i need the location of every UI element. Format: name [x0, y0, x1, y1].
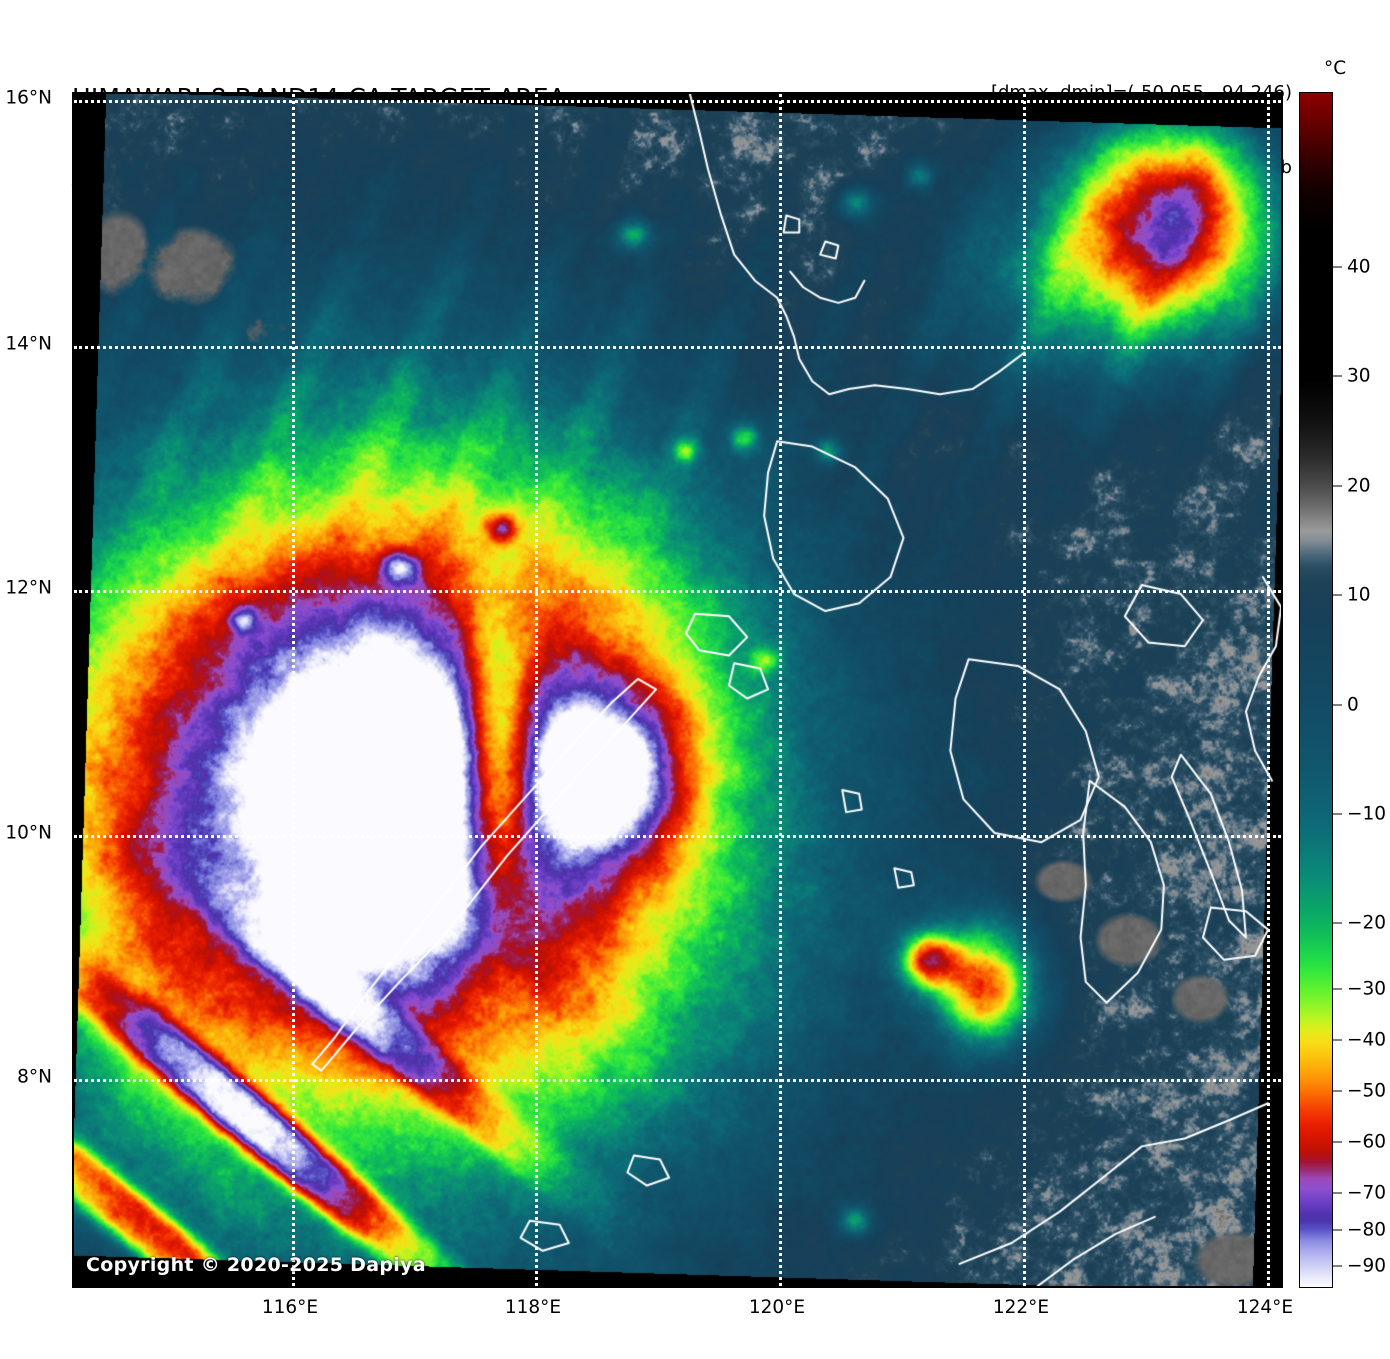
latitude-axis-labels: 16°N 14°N 12°N 10°N 8°N	[0, 0, 62, 1359]
colorbar-label-30: 30	[1347, 365, 1371, 387]
lat-tick-10: 10°N	[5, 822, 52, 844]
colorbar-label--80: −80	[1347, 1219, 1387, 1241]
lat-tick-14: 14°N	[5, 333, 52, 355]
copyright-notice: Copyright © 2020-2025 Dapiya	[86, 1254, 426, 1276]
colorbar-tick--50	[1333, 1090, 1342, 1092]
colorbar-tick-40	[1333, 266, 1342, 268]
colorbar-label--60: −60	[1347, 1131, 1387, 1153]
colorbar-label--70: −70	[1347, 1182, 1387, 1204]
lon-tick-118: 118°E	[504, 1297, 562, 1318]
colorbar-tick--30	[1333, 988, 1342, 990]
colorbar-label--40: −40	[1347, 1029, 1387, 1051]
colorbar-unit-label: °C	[1324, 58, 1347, 79]
colorbar-tick-30	[1333, 375, 1342, 377]
lon-tick-116: 116°E	[261, 1297, 319, 1318]
colorbar-tick--40	[1333, 1039, 1342, 1041]
lat-tick-12: 12°N	[5, 577, 52, 599]
colorbar-tick--80	[1333, 1229, 1342, 1231]
colorbar-label--90: −90	[1347, 1255, 1387, 1277]
lon-tick-124: 124°E	[1236, 1297, 1294, 1318]
colorbar-label--10: −10	[1347, 803, 1387, 825]
satellite-infrared-raster	[74, 94, 1281, 1286]
colorbar-label-20: 20	[1347, 475, 1371, 497]
colorbar-label-40: 40	[1347, 256, 1371, 278]
temperature-colorbar[interactable]: 40 30 20 10 0 −10 −20 −30 −40 −50 −60 −70 −80 −90	[1299, 92, 1386, 1288]
colorbar-label-0: 0	[1347, 694, 1359, 716]
colorbar-label-10: 10	[1347, 584, 1371, 606]
colorbar-gradient	[1299, 92, 1333, 1288]
colorbar-tick-10	[1333, 594, 1342, 596]
lon-tick-122: 122°E	[992, 1297, 1050, 1318]
colorbar-tick--90	[1333, 1265, 1342, 1267]
colorbar-label--30: −30	[1347, 978, 1387, 1000]
colorbar-tick--70	[1333, 1192, 1342, 1194]
lat-tick-16: 16°N	[5, 87, 52, 109]
colorbar-label--50: −50	[1347, 1080, 1387, 1102]
colorbar-tick--60	[1333, 1141, 1342, 1143]
colorbar-label--20: −20	[1347, 912, 1387, 934]
colorbar-tick-20	[1333, 485, 1342, 487]
lon-tick-120: 120°E	[748, 1297, 806, 1318]
colorbar-tick-0	[1333, 704, 1342, 706]
colorbar-tick--20	[1333, 922, 1342, 924]
lat-tick-8: 8°N	[17, 1066, 52, 1088]
colorbar-tick--10	[1333, 813, 1342, 815]
